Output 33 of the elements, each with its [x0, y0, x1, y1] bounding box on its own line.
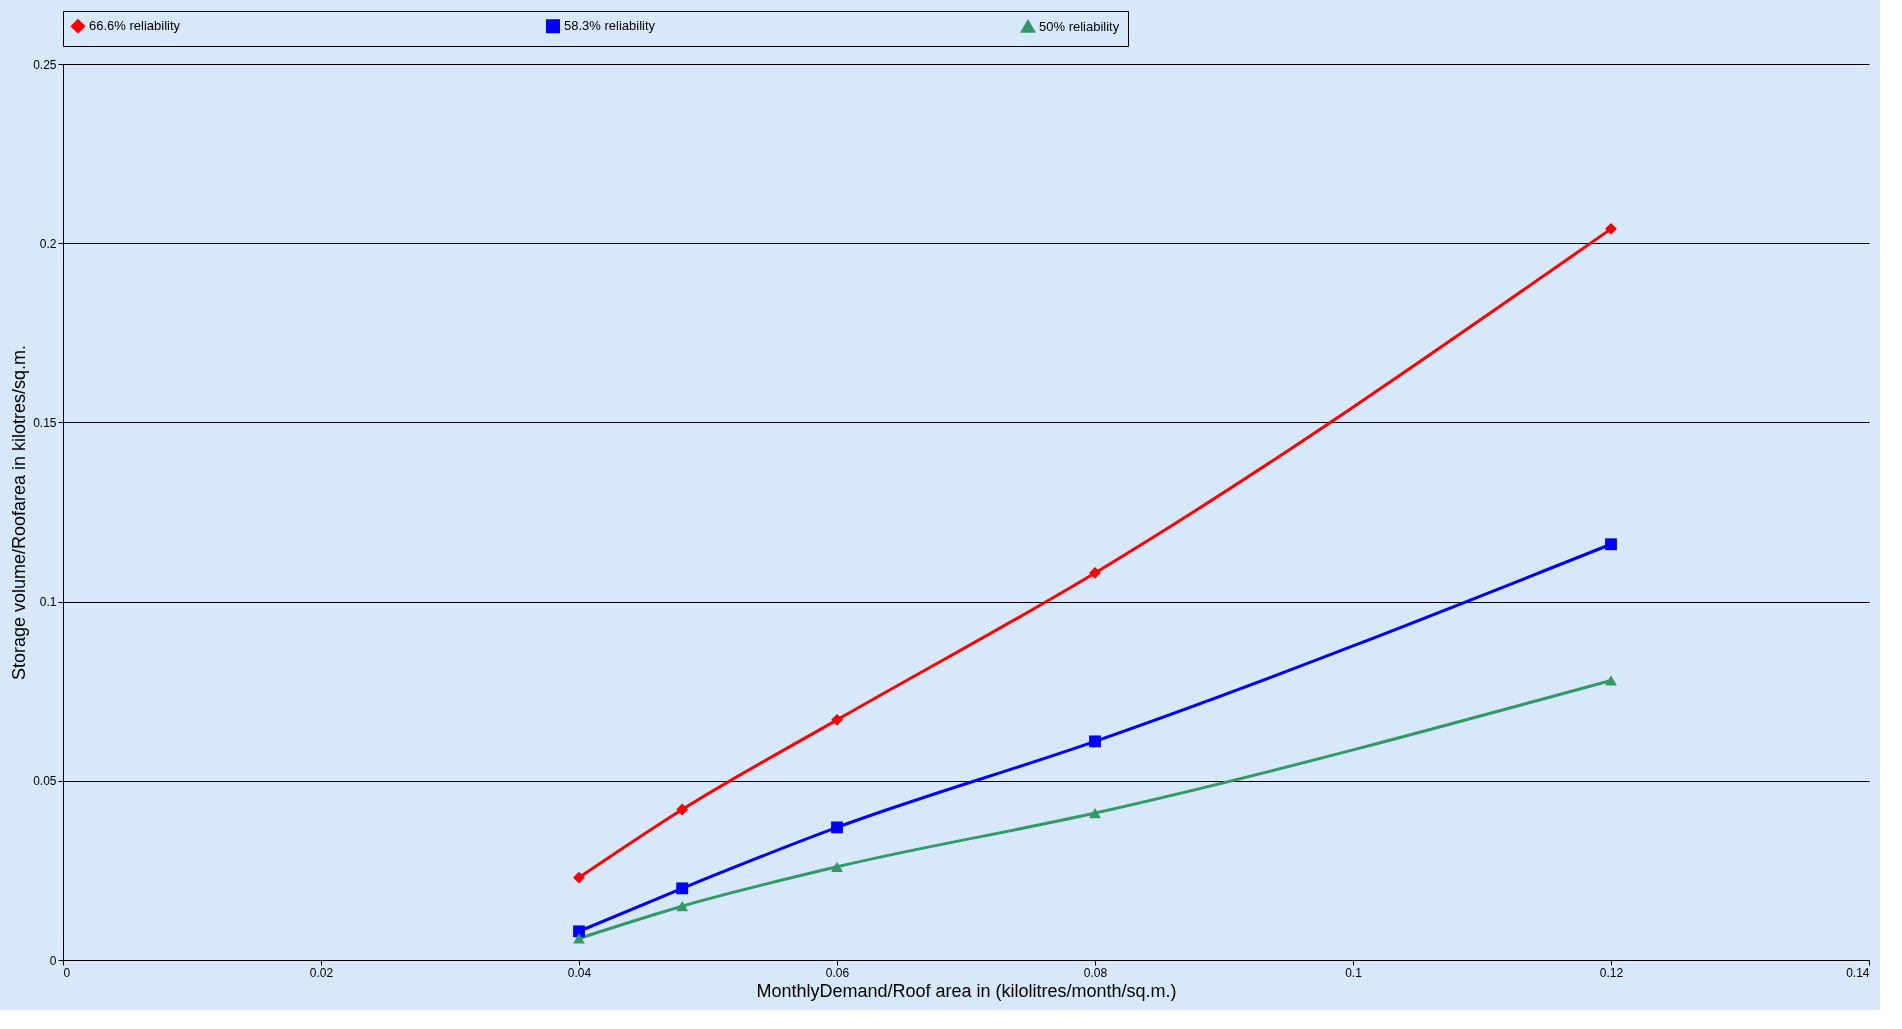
point: [831, 713, 843, 726]
point: [573, 871, 585, 884]
y-tick-label: 0.1: [39, 595, 57, 610]
point: [676, 901, 689, 912]
x-tick-label: 0.08: [1083, 965, 1108, 980]
point: [831, 821, 843, 834]
x-tick-label: 0.14: [1846, 965, 1870, 980]
y-tick-label: 0.15: [33, 415, 57, 430]
point: [573, 933, 585, 944]
x-tick-label: 0: [63, 965, 71, 980]
x-axis-title: MonthlyDemand/Roof area in (kilolitres/month/sq.m.): [756, 980, 1177, 1001]
point: [1605, 222, 1617, 235]
y-axis-title: Storage volume/Roofarea in kilotres/sq.m.: [9, 344, 30, 681]
point: [1605, 538, 1617, 551]
x-tick-label: 0.12: [1599, 965, 1624, 980]
x-tick-label: 0.06: [825, 965, 850, 980]
point: [676, 803, 689, 816]
legend-label: 50% reliability: [1039, 18, 1120, 34]
point: [573, 925, 585, 938]
x-tick-label: 0.04: [567, 965, 592, 980]
y-tick-label: 0.2: [39, 236, 57, 251]
point: [676, 882, 689, 895]
point: [1605, 675, 1617, 686]
y-tick-label: 0.05: [33, 774, 57, 789]
legend-label: 66.6% reliability: [89, 18, 181, 34]
y-tick-label: 0: [49, 953, 57, 968]
y-tick-label: 0.25: [33, 57, 57, 72]
x-tick-label: 0.02: [309, 965, 334, 980]
point: [1089, 735, 1101, 748]
point: [1089, 807, 1101, 819]
point: [831, 861, 843, 872]
legend-label: 58.3% reliability: [564, 18, 656, 34]
x-tick-label: 0.1: [1345, 965, 1363, 980]
